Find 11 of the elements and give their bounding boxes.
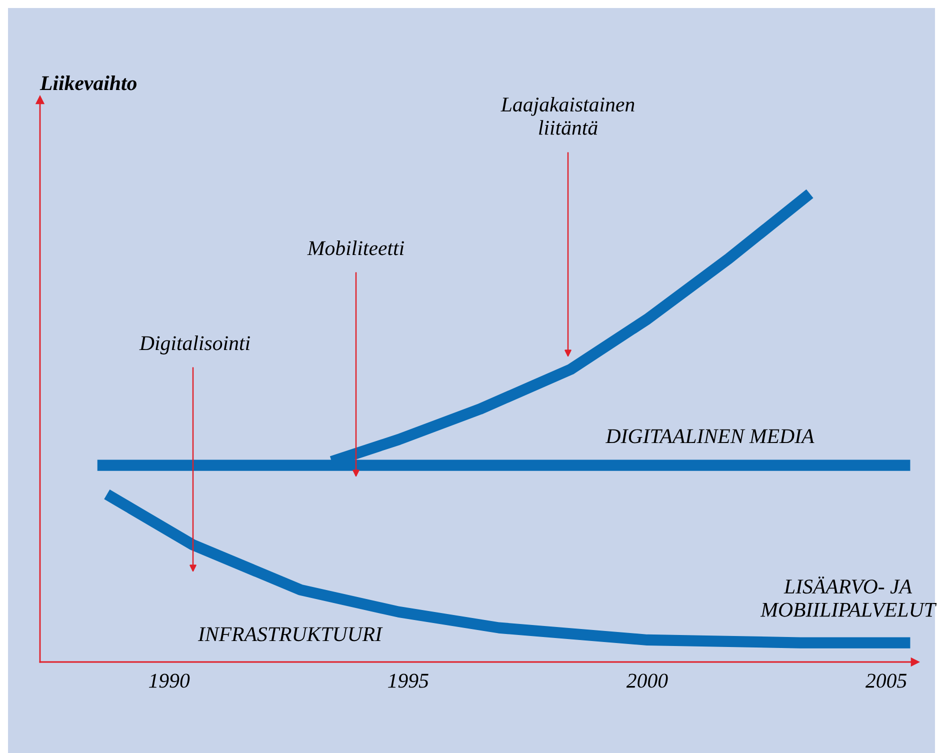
annotation: Mobiliteetti (307, 240, 404, 256)
annotation: INFRASTRUKTUURI (198, 627, 383, 642)
annotation: LISÄARVO- JA MOBIILIPALVELUT (760, 576, 937, 617)
text: Liikevaihto (40, 76, 136, 90)
text: Laajakaistainen liitäntä (500, 96, 634, 135)
x-tick-label: 1990 (149, 674, 190, 688)
annotation: DIGITAALINEN MEDIA (606, 429, 814, 444)
x-tick-label: 2000 (626, 674, 668, 688)
x-tick-label: 2005 (865, 674, 907, 688)
annotation: Digitalisointi (139, 336, 250, 354)
x-tick-label: 1995 (388, 674, 428, 688)
